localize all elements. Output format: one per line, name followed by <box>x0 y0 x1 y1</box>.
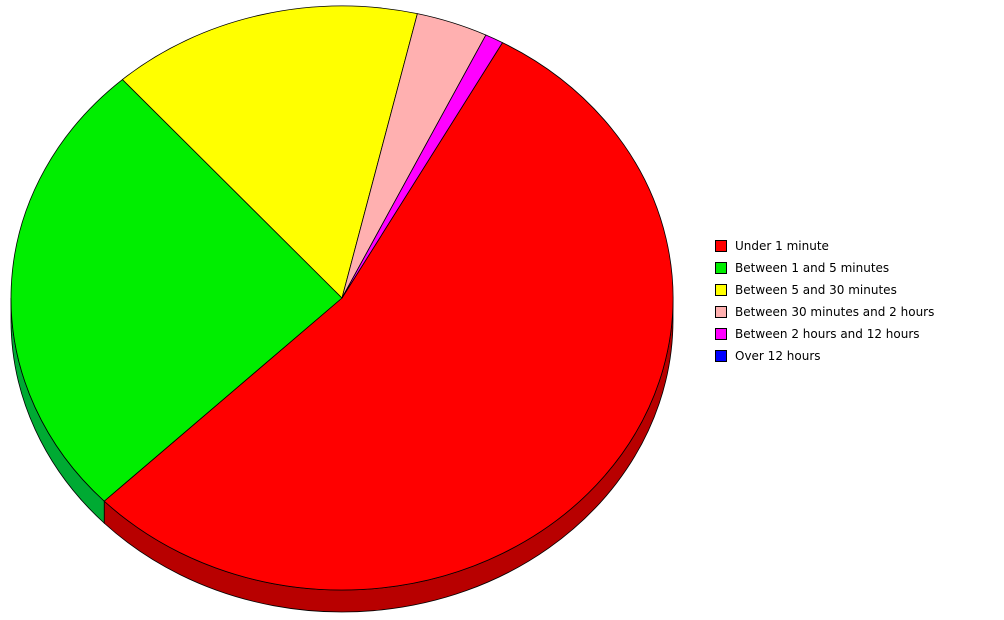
legend-item-between-1-and-5-minutes: Between 1 and 5 minutes <box>715 257 934 279</box>
legend-label: Over 12 hours <box>735 349 821 363</box>
legend-swatch <box>715 262 727 274</box>
pie-slice-between-1-and-5-minutes <box>10 79 343 502</box>
legend-label: Under 1 minute <box>735 239 829 253</box>
pie-slice-between-5-and-30-minutes <box>122 5 418 299</box>
legend-item-between-5-and-30-minutes: Between 5 and 30 minutes <box>715 279 934 301</box>
legend-label: Between 2 hours and 12 hours <box>735 327 920 341</box>
legend-label: Between 30 minutes and 2 hours <box>735 305 935 319</box>
chart-legend: Under 1 minute Between 1 and 5 minutes B… <box>715 235 934 367</box>
pie-chart-plot <box>10 5 674 613</box>
legend-swatch <box>715 306 727 318</box>
pie-top-faces <box>10 5 674 591</box>
legend-label: Between 1 and 5 minutes <box>735 261 890 275</box>
legend-item-between-30-minutes-and-2-hours: Between 30 minutes and 2 hours <box>715 301 934 323</box>
legend-item-under-1-minute: Under 1 minute <box>715 235 934 257</box>
pie-slice-under-1-minute <box>103 42 674 591</box>
legend-item-between-2-hours-and-12-hours: Between 2 hours and 12 hours <box>715 323 934 345</box>
legend-swatch <box>715 284 727 296</box>
legend-swatch <box>715 328 727 340</box>
pie-slice-between-2-hours-and-12-hours <box>341 34 503 299</box>
legend-swatch <box>715 240 727 252</box>
legend-item-over-12-hours: Over 12 hours <box>715 345 934 367</box>
legend-label: Between 5 and 30 minutes <box>735 283 897 297</box>
legend-swatch <box>715 350 727 362</box>
